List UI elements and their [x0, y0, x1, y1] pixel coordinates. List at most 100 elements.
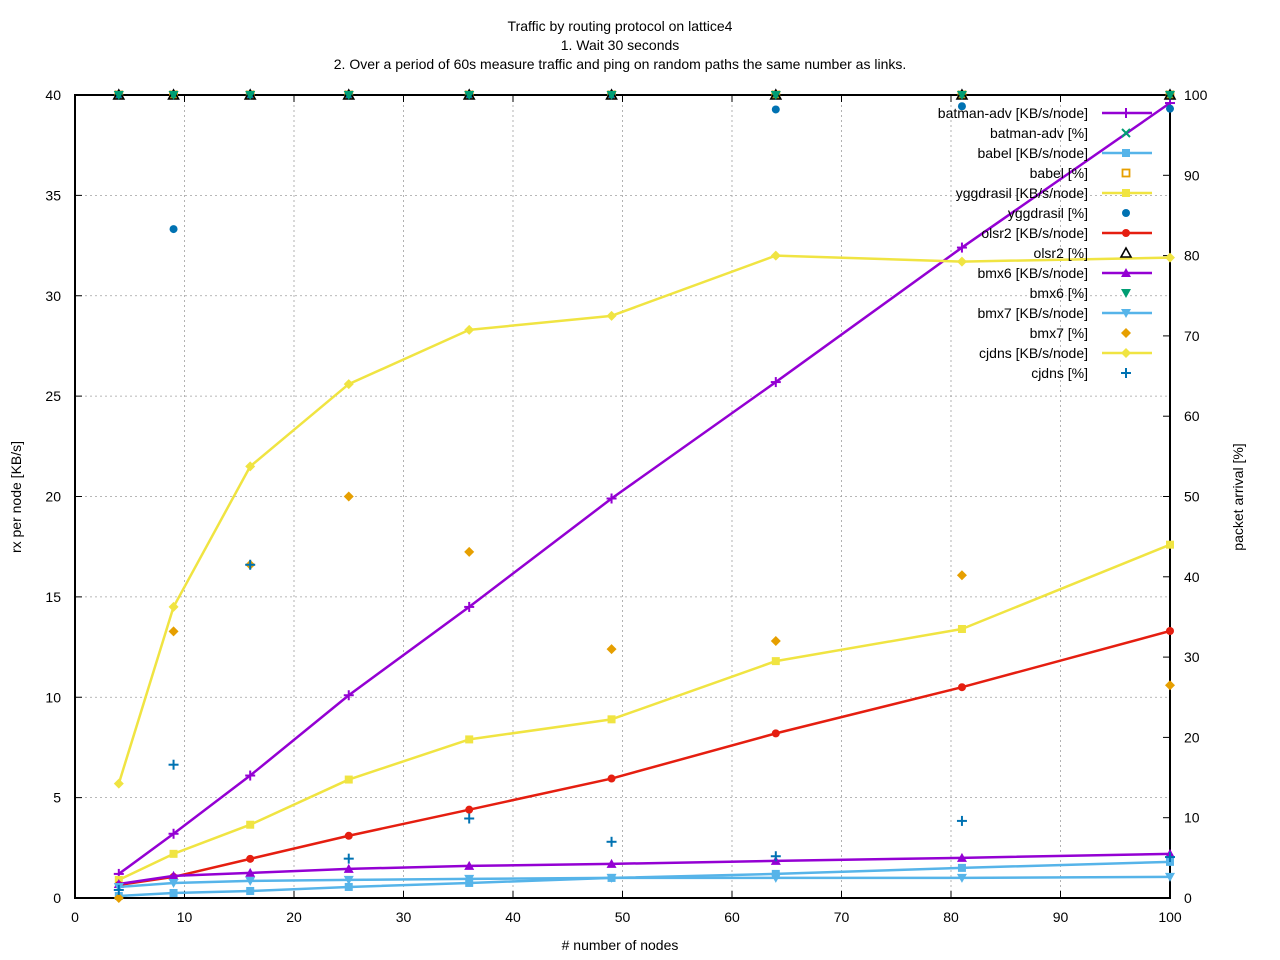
x-tick-label: 40 — [505, 909, 521, 925]
legend-item-cjdns: cjdns [%] — [1031, 365, 1131, 381]
data-point-bmx7-kb-s-node — [343, 875, 354, 885]
data-point-cjdns — [113, 884, 124, 895]
legend-item-babel-kb-s-node: babel [KB/s/node] — [977, 145, 1152, 161]
data-point-olsr2-kb-s-node — [607, 774, 616, 783]
data-point-olsr2-kb-s-node — [465, 805, 474, 814]
y-tick-label: 40 — [45, 87, 61, 103]
data-point-olsr2-kb-s-node — [246, 854, 255, 863]
series-cjdns-kb-s-node — [113, 250, 1175, 789]
series-bmx7 — [113, 491, 1175, 903]
legend-marker — [1121, 348, 1131, 358]
legend-marker — [1121, 268, 1131, 277]
data-point-bmx6 — [245, 91, 256, 100]
data-point-cjdns — [245, 559, 256, 570]
legend-marker — [1121, 289, 1131, 298]
data-point-cjdns-kb-s-node — [113, 778, 124, 789]
y2-axis-label: packet arrival [%] — [1230, 443, 1246, 550]
data-point-olsr2-kb-s-node — [771, 729, 780, 738]
legend-label: bmx7 [%] — [1030, 325, 1088, 341]
y2-tick-label: 90 — [1184, 167, 1200, 183]
grid-layer — [75, 95, 1170, 898]
legend-item-bmx6: bmx6 [%] — [1030, 285, 1131, 301]
legend-label: yggdrasil [KB/s/node] — [956, 185, 1088, 201]
legend-marker — [1121, 368, 1131, 378]
data-point-cjdns — [168, 759, 179, 770]
y2-tick-label: 100 — [1184, 87, 1208, 103]
data-point-yggdrasil — [957, 102, 966, 111]
data-point-cjdns-kb-s-node — [245, 461, 256, 472]
data-point-bmx7-kb-s-node — [464, 874, 475, 884]
y-tick-label: 35 — [45, 187, 61, 203]
legend-label: olsr2 [%] — [1034, 245, 1088, 261]
axes-layer: 0 10 20 30 40 50 60 70 80 90 100051015202530354001… — [45, 87, 1207, 925]
legend-item-olsr2: olsr2 [%] — [1034, 245, 1133, 261]
data-point-olsr2-kb-s-node — [344, 831, 353, 840]
x-tick-label: 70 — [834, 909, 850, 925]
data-point-bmx7 — [343, 491, 354, 502]
data-point-bmx6 — [343, 91, 354, 100]
series-bmx7-kb-s-node — [113, 872, 1175, 892]
data-point-cjdns-kb-s-node — [956, 256, 967, 267]
legend-item-olsr2-kb-s-node: olsr2 [KB/s/node] — [981, 225, 1152, 241]
legend-item-bmx6-kb-s-node: bmx6 [KB/s/node] — [977, 265, 1152, 281]
x-tick-label: 20 — [286, 909, 302, 925]
legend-item-bmx7: bmx7 [%] — [1030, 325, 1131, 341]
data-point-bmx7-kb-s-node — [770, 873, 781, 883]
data-point-bmx6-kb-s-node — [464, 860, 475, 870]
data-point-bmx7 — [464, 546, 475, 557]
data-point-bmx6-kb-s-node — [343, 863, 354, 873]
x-tick-label: 30 — [396, 909, 412, 925]
legend-item-batman-adv: batman-adv [%] — [990, 125, 1131, 141]
legend-label: bmx6 [%] — [1030, 285, 1088, 301]
y2-tick-label: 40 — [1184, 569, 1200, 585]
data-point-babel-kb-s-node — [344, 882, 353, 891]
y2-tick-label: 10 — [1184, 810, 1200, 826]
y2-tick-label: 60 — [1184, 408, 1200, 424]
data-point-cjdns-kb-s-node — [770, 250, 781, 261]
data-point-cjdns — [956, 815, 967, 826]
y2-tick-label: 0 — [1184, 890, 1192, 906]
data-point-bmx7 — [168, 626, 179, 637]
x-tick-label: 10 — [177, 909, 193, 925]
data-point-bmx6-kb-s-node — [956, 852, 967, 862]
data-point-bmx7-kb-s-node — [956, 873, 967, 883]
data-point-yggdrasil-kb-s-node — [1166, 540, 1174, 549]
legend-label: batman-adv [%] — [990, 125, 1088, 141]
data-point-cjdns — [343, 853, 354, 864]
data-point-yggdrasil — [169, 225, 178, 234]
data-point-babel-kb-s-node — [771, 869, 780, 878]
legend-marker — [1121, 168, 1131, 178]
y2-tick-label: 80 — [1184, 248, 1200, 264]
x-tick-label: 0 — [71, 909, 79, 925]
legend-marker — [1122, 229, 1130, 237]
chart-subtitle-step-1: 1. Wait 30 seconds — [561, 37, 680, 53]
legend-label: babel [%] — [1030, 165, 1088, 181]
data-point-yggdrasil-kb-s-node — [169, 849, 178, 858]
legend-marker — [1121, 309, 1131, 318]
x-axis-label: # number of nodes — [562, 937, 679, 953]
series-cjdns — [113, 559, 1175, 895]
legend-label: cjdns [%] — [1031, 365, 1088, 381]
data-point-bmx6-kb-s-node — [606, 858, 617, 868]
y2-tick-label: 50 — [1184, 489, 1200, 505]
legend-label: yggdrasil [%] — [1008, 205, 1088, 221]
data-point-batman-adv-kb-s-node — [168, 828, 179, 839]
x-tick-label: 100 — [1158, 909, 1182, 925]
legend: batman-adv [KB/s/node] batman-adv [%] babe… — [938, 105, 1152, 381]
legend-item-babel: babel [%] — [1030, 165, 1131, 181]
y-tick-label: 25 — [45, 388, 61, 404]
data-point-cjdns-kb-s-node — [464, 324, 475, 335]
data-point-cjdns-kb-s-node — [606, 310, 617, 321]
y-tick-label: 5 — [53, 790, 61, 806]
legend-label: cjdns [KB/s/node] — [979, 345, 1088, 361]
data-point-batman-adv-kb-s-node — [956, 242, 967, 253]
data-point-yggdrasil-kb-s-node — [957, 624, 966, 633]
series-bmx6 — [113, 91, 1175, 100]
series-line-yggdrasil-kb-s-node — [118, 543, 1171, 882]
data-point-bmx6 — [956, 91, 967, 100]
data-point-cjdns — [464, 813, 475, 824]
legend-marker — [1121, 328, 1131, 338]
series-batman-adv-kb-s-node — [113, 98, 1175, 879]
data-point-bmx6 — [168, 91, 179, 100]
